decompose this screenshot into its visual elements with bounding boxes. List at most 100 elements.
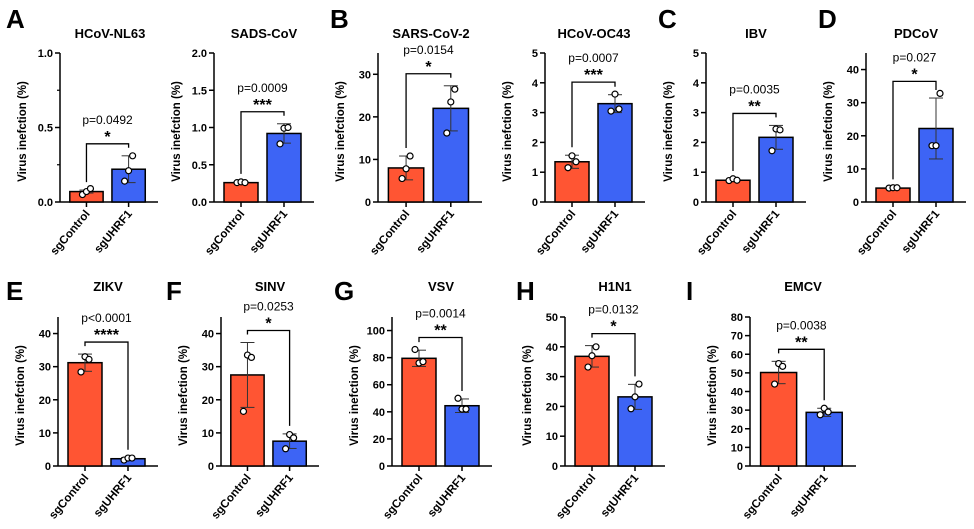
data-point — [611, 90, 619, 98]
significance-bracket — [85, 143, 130, 183]
data-point — [607, 107, 615, 115]
significance-stars: ** — [795, 334, 808, 351]
data-point — [411, 345, 419, 354]
data-point — [824, 408, 832, 416]
chart-title: VSV — [428, 279, 454, 294]
chart-title: H1N1 — [598, 279, 631, 294]
y-tick-label: 3 — [693, 108, 699, 120]
y-tick-label: 1 — [532, 167, 538, 179]
y-tick-label: 0 — [552, 461, 558, 473]
data-point — [564, 164, 572, 172]
x-tick-label: sgControl — [741, 472, 785, 521]
significance-stars: * — [610, 319, 617, 336]
p-value: p=0.0492 — [82, 113, 133, 127]
y-tick-label: 0.5 — [38, 123, 53, 135]
y-tick-label: 0 — [365, 197, 371, 209]
data-point — [239, 407, 248, 415]
chart-title: SADS-CoV — [231, 26, 298, 41]
y-axis-label: Virus inefction (%) — [522, 345, 534, 446]
x-tick-label: sgControl — [368, 208, 412, 257]
y-tick-label: 40 — [39, 329, 51, 341]
y-tick-label: 40 — [373, 407, 385, 419]
y-axis-label: Virus inefction (%) — [707, 345, 719, 446]
x-tick-label: sgControl — [695, 208, 739, 257]
significance-stars: ** — [434, 323, 447, 340]
significance-bracket — [240, 111, 285, 174]
y-tick-label: 50 — [731, 368, 743, 380]
y-tick-label: 0 — [45, 461, 51, 473]
panel-letter: C — [658, 4, 677, 34]
x-tick-label: sgUHRF1 — [415, 208, 458, 256]
panel-letter: H — [516, 276, 535, 306]
p-value: p=0.0035 — [729, 82, 780, 96]
data-point — [771, 380, 779, 388]
data-point — [77, 368, 85, 376]
y-tick-label: 4 — [532, 78, 539, 90]
significance-bracket — [84, 341, 129, 450]
significance-bracket — [892, 80, 937, 180]
chart-panel-ibv: C IBV 0 1 2 3 4 5 Virus inefction (%) sgControl sg… — [658, 4, 806, 258]
bar-sgcontrol — [759, 371, 798, 467]
y-tick-label: 40 — [202, 329, 214, 341]
data-point — [462, 405, 470, 413]
y-tick-label: 0.0 — [192, 197, 207, 209]
data-point — [86, 184, 95, 193]
y-tick-label: 80 — [731, 312, 743, 324]
y-axis-label: Virus inefction (%) — [171, 81, 183, 182]
chart-title: SARS-CoV-2 — [392, 26, 469, 41]
y-tick-label: 0 — [208, 461, 214, 473]
chart-title: HCoV-OC43 — [558, 26, 631, 41]
y-axis-label: Virus inefction (%) — [178, 345, 190, 446]
x-tick-label: sgUHRF1 — [426, 472, 469, 520]
y-tick-label: 3 — [532, 108, 538, 120]
bar-sgcontrol — [223, 181, 259, 203]
significance-bracket — [777, 348, 825, 401]
y-tick-label: 2 — [693, 137, 699, 149]
chart-title: HCoV-NL63 — [75, 26, 146, 41]
y-tick-label: 0.5 — [192, 160, 207, 172]
significance-stars: * — [425, 59, 432, 76]
x-tick-label: sgControl — [47, 472, 91, 521]
data-point — [768, 147, 776, 155]
x-tick-label: sgUHRF1 — [248, 208, 291, 256]
x-tick-label: sgControl — [49, 208, 93, 257]
significance-stars: *** — [584, 67, 603, 84]
y-tick-label: 10 — [847, 164, 859, 176]
data-point — [85, 355, 93, 363]
y-tick-label: 100 — [367, 326, 385, 338]
y-tick-label: 0 — [737, 461, 743, 473]
data-point — [129, 152, 137, 160]
chart-panel-sars-cov-2: B SARS-CoV-2 0 10 20 30 Virus inefction (%) sgC… — [330, 4, 482, 258]
y-tick-label: 30 — [39, 362, 51, 374]
panel-letter: I — [686, 276, 693, 306]
y-tick-label: 1.0 — [38, 48, 53, 60]
y-axis-label: Virus inefction (%) — [663, 81, 675, 182]
y-tick-label: 10 — [731, 442, 743, 454]
data-point — [247, 353, 256, 361]
p-value: p=0.0007 — [568, 51, 619, 65]
data-point — [398, 174, 406, 183]
x-tick-label: sgControl — [381, 472, 425, 521]
chart-title: PDCoV — [894, 26, 938, 41]
panel-letter: G — [334, 276, 354, 306]
p-value: p=0.027 — [893, 50, 937, 64]
y-axis-label: Virus inefction (%) — [17, 81, 29, 182]
panel-letter: A — [6, 4, 25, 34]
data-point — [816, 411, 824, 419]
data-point — [936, 89, 944, 97]
data-point — [631, 393, 639, 401]
chart-panel-hcov-nl63: A HCoV-NL63 0.0 0.5 1.0 Virus inefction (%) sg… — [6, 4, 158, 258]
y-tick-label: 10 — [359, 154, 371, 166]
data-point — [128, 454, 136, 462]
significance-bracket — [405, 73, 452, 149]
y-tick-label: 40 — [546, 342, 558, 354]
data-point — [568, 152, 576, 160]
y-tick-label: 1.5 — [192, 85, 207, 97]
chart-panel-pdcov: D PDCoV 0 10 20 30 40 Virus inefction (%) sgCont… — [818, 4, 966, 258]
x-tick-label: sgUHRF1 — [92, 208, 135, 256]
y-tick-label: 2.0 — [192, 48, 207, 60]
y-tick-label: 20 — [731, 424, 743, 436]
bar-sguhrf1 — [597, 102, 633, 203]
significance-stars: ** — [748, 98, 761, 115]
y-axis-label: Virus inefction (%) — [349, 345, 361, 446]
